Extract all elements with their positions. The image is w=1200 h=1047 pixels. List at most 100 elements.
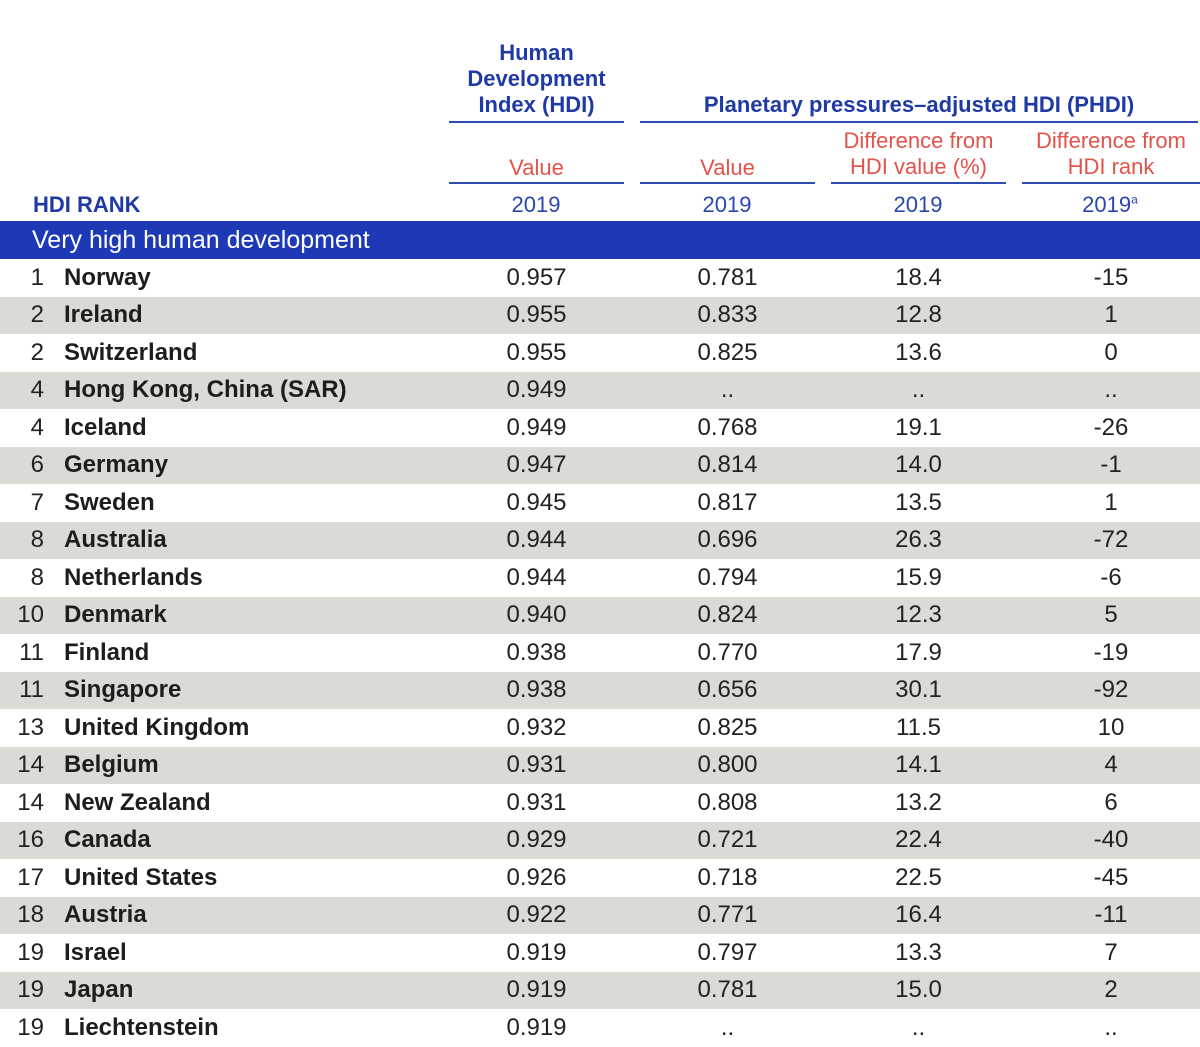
diff-value-cell: 12.8 [895,301,942,329]
phdi-value-cell: 0.817 [697,488,758,516]
country-cell: Switzerland [64,338,198,366]
phdi-value-cell: 0.797 [697,938,758,966]
table-row: 2 Ireland 0.955 0.833 12.8 1 [0,296,1200,334]
phdi-value-cell: 0.808 [697,788,758,816]
rank-cell: 6 [30,451,44,479]
hdi-value-cell: 0.926 [506,863,567,891]
country-cell: Canada [64,826,151,854]
diff-value-cell: 12.3 [895,601,942,629]
rank-cell: 16 [17,826,44,854]
phdi-title-rule [640,121,1198,123]
diff-rank-cell: 10 [1097,713,1125,741]
country-cell: Belgium [64,751,159,779]
hdi-value-cell: 0.931 [506,751,567,779]
phdi-value-cell: 0.825 [697,713,758,741]
rank-cell: 2 [30,301,44,329]
rank-cell: 10 [17,601,44,629]
table-row: 16 Canada 0.929 0.721 22.4 -40 [0,821,1200,859]
rank-cell: 14 [17,751,44,779]
rank-cell: 2 [30,338,44,366]
phdi-column-title: Planetary pressures–adjusted HDI (PHDI) [703,92,1135,117]
diff-value-rule [831,182,1006,184]
phdi-value-cell: 0.656 [697,676,758,704]
hdi-value-header: Value [509,155,564,180]
hdi-value-cell: 0.949 [506,413,567,441]
rank-cell: 19 [17,1013,44,1041]
diff-value-cell: 16.4 [895,901,942,929]
hdi-value-rule [449,182,624,184]
diff-rank-cell: -1 [1100,451,1122,479]
phdi-value-cell: 0.768 [697,413,758,441]
diff-value-cell: 22.4 [895,826,942,854]
section-title: Very high human development [32,226,370,254]
diff-value-cell: 22.5 [895,863,942,891]
table-row: 11 Finland 0.938 0.770 17.9 -19 [0,634,1200,672]
phdi-value-cell: 0.824 [697,601,758,629]
rank-cell: 17 [17,863,44,891]
table-row: 17 United States 0.926 0.718 22.5 -45 [0,859,1200,897]
diff-rank-cell: 6 [1104,788,1118,816]
diff-rank-cell: 4 [1104,751,1118,779]
hdi-title-line1: Human [499,40,574,65]
country-cell: New Zealand [64,788,211,816]
diff-value-cell: 14.0 [895,451,942,479]
diff-value-header: Difference from HDI value (%) [831,128,1006,180]
rank-cell: 19 [17,938,44,966]
country-cell: Netherlands [64,563,203,591]
country-cell: Australia [64,526,167,554]
diff-rank-cell: .. [1104,376,1118,404]
year-phdi: 2019 [702,192,752,217]
year-diff-rank-text: 2019 [1082,192,1132,217]
phdi-value-cell: 0.781 [697,976,758,1004]
diff-value-cell: 26.3 [895,526,942,554]
year-diff-rank-footnote: a [1131,192,1138,207]
table-row: 6 Germany 0.947 0.814 14.0 -1 [0,446,1200,484]
diff-rank-cell: -11 [1094,901,1128,929]
rank-cell: 4 [30,413,44,441]
diff-rank-header: Difference from HDI rank [1022,128,1200,180]
diff-value-cell: .. [911,1013,926,1041]
phdi-value-cell: 0.781 [697,263,758,291]
diff-value-cell: 17.9 [895,638,942,666]
diff-rank-cell: -15 [1093,263,1129,291]
hdi-value-cell: 0.922 [506,901,567,929]
table-row: 13 United Kingdom 0.932 0.825 11.5 10 [0,709,1200,747]
diff-value-cell: 13.5 [895,488,942,516]
phdi-value-cell: 0.770 [697,638,758,666]
diff-value-cell: 15.9 [895,563,942,591]
country-cell: Ireland [64,301,143,329]
hdi-value-cell: 0.957 [506,263,567,291]
table-row: 19 Liechtenstein 0.919...... [0,1009,1200,1047]
rank-cell: 1 [30,263,44,291]
country-cell: Austria [64,901,147,929]
hdi-value-cell: 0.931 [506,788,567,816]
hdi-value-cell: 0.945 [506,488,567,516]
diff-value-cell: .. [911,376,926,404]
hdi-value-cell: 0.955 [506,301,567,329]
table-row: 14 New Zealand 0.931 0.808 13.2 6 [0,784,1200,822]
hdi-column-title: Human Development Index (HDI) [449,40,624,118]
diff-value-cell: 11.5 [896,713,941,741]
country-cell: Denmark [64,601,167,629]
table-row: 18 Austria 0.922 0.771 16.4 -11 [0,896,1200,934]
diff-rank-rule [1022,182,1200,184]
hdi-value-cell: 0.919 [506,976,567,1004]
country-cell: Norway [64,263,151,291]
hdi-title-line2: Development [467,66,606,91]
diff-value-cell: 13.3 [895,938,942,966]
hdi-value-cell: 0.932 [506,713,567,741]
phdi-value-cell: 0.825 [697,338,758,366]
hdi-value-cell: 0.919 [506,938,567,966]
diff-rank-cell: 1 [1104,301,1118,329]
hdi-value-cell: 0.938 [506,676,567,704]
phdi-value-cell: 0.794 [697,563,758,591]
country-cell: Liechtenstein [64,1013,219,1041]
country-cell: Japan [64,976,134,1004]
diff-rank-header-line2: HDI rank [1067,154,1155,179]
table-row: 4 Iceland 0.949 0.768 19.1 -26 [0,409,1200,447]
diff-value-cell: 30.1 [895,676,942,704]
rank-cell: 13 [17,713,44,741]
country-cell: United States [64,863,218,891]
hdi-value-cell: 0.955 [506,338,567,366]
hdi-value-cell: 0.944 [506,563,567,591]
